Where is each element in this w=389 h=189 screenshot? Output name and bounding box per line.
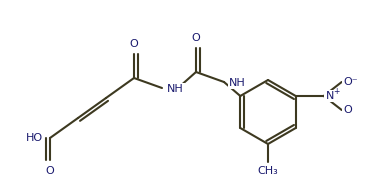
Text: O: O <box>344 105 352 115</box>
Text: O: O <box>46 166 54 176</box>
Text: O⁻: O⁻ <box>344 77 358 87</box>
Text: +: + <box>333 88 339 97</box>
Text: NH: NH <box>229 78 246 88</box>
Text: NH: NH <box>167 84 184 94</box>
Text: HO: HO <box>26 133 43 143</box>
Text: CH₃: CH₃ <box>258 166 279 176</box>
Text: N: N <box>326 91 334 101</box>
Text: O: O <box>192 33 200 43</box>
Text: O: O <box>130 39 138 49</box>
